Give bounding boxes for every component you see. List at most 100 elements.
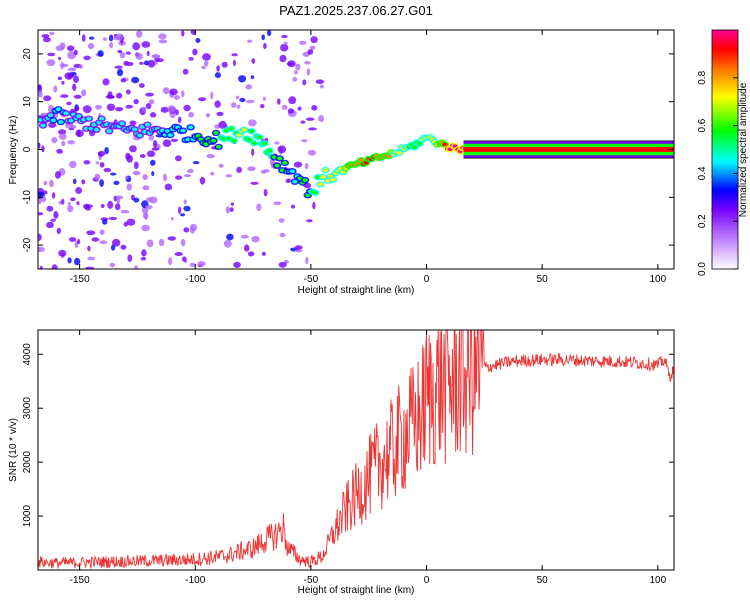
spectrogram-noise-blob [292,76,298,82]
spectrogram-noise-blob [91,237,100,242]
spectrogram-noise-blob [175,155,182,162]
spectrogram-noise-blob [99,240,108,244]
colorbar-label: Normalized spectral amplitude [738,82,749,217]
spectrogram-ridge-core [203,142,209,147]
colorbar-tick-label: 0.8 [697,70,708,84]
spectrogram-noise-blob [139,61,144,65]
spectrogram-noise-blob [236,166,243,173]
spectrogram-noise-blob [250,181,259,185]
spectrogram-noise-blob [76,201,80,206]
spectrogram-noise-blob [147,59,156,68]
spectrogram-noise-blob [297,106,302,111]
spectrogram-noise-blob [149,196,158,204]
spectrogram-y-tick-label: 20 [22,48,33,60]
spectrogram-noise-blob [277,145,287,154]
spectrogram-noise-blob [309,45,316,50]
spectrogram-noise-blob [294,249,303,253]
spectrogram-noise-blob [49,31,55,35]
spectrogram-noise-blob [119,52,126,59]
spectrogram-noise-blob [51,264,58,269]
spectrogram-noise-blob [180,238,186,247]
spectrogram-noise-blob [206,154,215,159]
spectrogram-noise-blob [162,87,170,95]
spectrogram-noise-blob [67,257,72,264]
spectrogram-noise-blob [218,120,227,129]
spectrogram-noise-blob [70,197,76,202]
spectrogram-noise-blob [221,61,228,68]
spectrogram-ridge-core [274,163,280,168]
spectrogram-noise-blob [113,180,120,185]
spectrogram-noise-blob [163,173,167,182]
spectrogram-noise-blob [302,79,307,86]
spectrogram-noise-blob [305,117,315,121]
spectrogram-noise-blob [46,205,54,212]
spectrogram-ridge-core [119,121,125,126]
spectrogram-noise-blob [198,97,207,102]
spectrogram-noise-blob [102,78,110,86]
spectrogram-carrier-band [463,147,674,152]
spectrogram-noise-blob [43,180,48,186]
spectrogram-noise-blob [109,42,113,49]
spectrogram-noise-blob [307,149,316,156]
spectrogram-ridge-core [180,128,186,133]
spectrogram-ridge-core [213,131,219,135]
spectrogram-noise-blob [233,261,241,268]
spectrogram-noise-blob [305,256,309,265]
spectrogram-noise-blob [125,104,133,109]
spectrogram-ridge-core [231,138,237,143]
spectrogram-noise-blob [299,40,307,45]
spectrogram-noise-blob [279,54,287,63]
spectrogram-noise-blob [205,113,211,118]
spectrogram-noise-blob [38,246,45,253]
spectrogram-noise-blob [126,89,131,95]
spectrogram-noise-blob [148,135,154,141]
spectrogram-noise-blob [304,162,309,170]
spectrogram-ridge-core [48,113,54,118]
spectrogram-noise-blob [69,237,77,242]
snr-y-tick-label: 4000 [22,343,33,366]
spectrogram-noise-blob [120,209,130,214]
snr-x-tick-label: 100 [649,575,666,586]
spectrogram-noise-blob [315,79,325,84]
spectrogram-noise-blob [318,114,324,123]
spectrogram-noise-blob [175,175,183,180]
spectrogram-ridge-core [144,122,150,127]
spectrogram-noise-blob [86,230,96,236]
spectrogram-noise-blob [38,90,43,98]
snr-series-line [38,330,674,570]
spectrogram-noise-blob [51,192,56,199]
spectrogram-noise-blob [74,257,81,266]
snr-x-tick-label: -150 [70,575,90,586]
spectrogram-ridge-core [322,168,329,173]
spectrogram-noise-blob [306,219,313,223]
spectrogram-noise-blob [300,120,306,124]
spectrogram-noise-blob [139,154,146,158]
spectrogram-noise-blob [55,171,61,179]
spectrogram-noise-blob [247,39,253,43]
spectrogram-noise-blob [38,84,42,91]
spectrogram-noise-blob [170,138,178,142]
snr-y-axis-label: SNR (10 * v/v) [8,418,19,482]
spectrogram-noise-blob [310,36,318,44]
colorbar-tick-label: 0.2 [697,214,708,228]
spectrogram-noise-blob [183,104,191,112]
spectrogram-ridge-core [68,118,74,123]
spectrogram-noise-blob [81,34,86,42]
spectrogram-noise-blob [99,229,105,235]
spectrogram-noise-blob [116,196,121,204]
snr-panel: -150 -100 -50 0 50 100 1000 2000 3000 4000 Heigh… [8,329,675,596]
snr-background [38,330,674,570]
spectrogram-ridge-core [282,161,288,165]
spectrogram-noise-blob [82,203,90,209]
spectrogram-ridge-core [106,129,112,134]
spectrogram-noise-blob [173,95,180,100]
spectrogram-noise-blob [210,171,215,176]
spectrogram-noise-blob [223,239,232,248]
spectrogram-noise-blob [226,233,234,241]
spectrogram-noise-blob [60,94,69,98]
spectrogram-noise-blob [95,161,100,165]
figure-title: PAZ1.2025.237.06.27.G01 [279,3,433,18]
spectrogram-noise-blob [232,59,236,67]
spectrogram-noise-blob [115,107,124,112]
spectrogram-noise-blob [99,162,105,168]
